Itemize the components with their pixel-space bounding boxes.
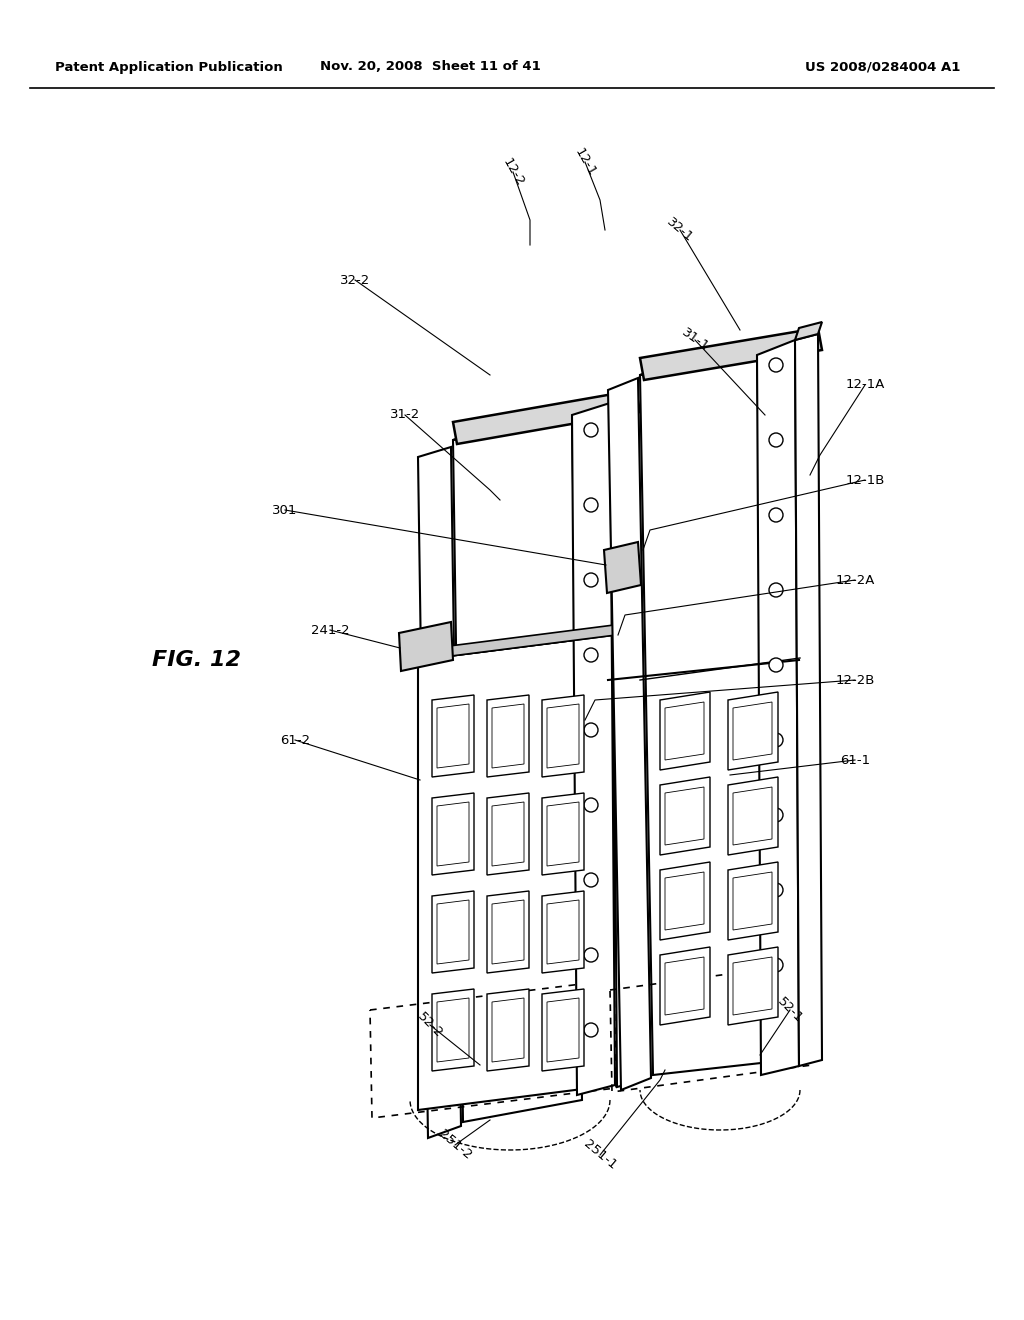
Polygon shape (432, 793, 474, 875)
Text: 301: 301 (272, 503, 298, 516)
Polygon shape (432, 891, 474, 973)
Circle shape (769, 358, 783, 372)
Polygon shape (418, 624, 616, 660)
Circle shape (769, 508, 783, 521)
Text: 251-1: 251-1 (581, 1138, 620, 1172)
Polygon shape (795, 322, 822, 341)
Polygon shape (660, 777, 710, 855)
Text: 12-2A: 12-2A (836, 573, 874, 586)
Circle shape (584, 648, 598, 663)
Text: 241-2: 241-2 (310, 623, 349, 636)
Polygon shape (453, 400, 613, 440)
Text: 52-1: 52-1 (775, 995, 805, 1026)
Polygon shape (432, 696, 474, 777)
Polygon shape (437, 900, 469, 964)
Polygon shape (728, 692, 778, 770)
Polygon shape (640, 355, 770, 1074)
Polygon shape (487, 989, 529, 1071)
Polygon shape (640, 341, 796, 375)
Text: 12-2B: 12-2B (836, 673, 874, 686)
Circle shape (584, 422, 598, 437)
Circle shape (584, 799, 598, 812)
Circle shape (769, 657, 783, 672)
Polygon shape (453, 414, 582, 1122)
Text: FIG. 12: FIG. 12 (152, 649, 241, 671)
Polygon shape (572, 403, 615, 1096)
Text: 52-2: 52-2 (415, 1010, 445, 1040)
Polygon shape (542, 793, 584, 875)
Polygon shape (437, 704, 469, 768)
Circle shape (584, 723, 598, 737)
Polygon shape (608, 378, 651, 1090)
Text: 32-2: 32-2 (340, 273, 370, 286)
Text: 12-2: 12-2 (500, 156, 526, 189)
Text: 12-1A: 12-1A (846, 379, 885, 392)
Polygon shape (665, 957, 705, 1015)
Polygon shape (492, 803, 524, 866)
Polygon shape (487, 891, 529, 973)
Circle shape (769, 733, 783, 747)
Polygon shape (660, 946, 710, 1026)
Polygon shape (733, 702, 772, 760)
Polygon shape (437, 803, 469, 866)
Text: 32-1: 32-1 (665, 215, 695, 244)
Polygon shape (492, 900, 524, 964)
Polygon shape (728, 946, 778, 1026)
Polygon shape (728, 777, 778, 855)
Polygon shape (660, 862, 710, 940)
Text: 31-1: 31-1 (679, 326, 711, 354)
Polygon shape (432, 989, 474, 1071)
Text: Nov. 20, 2008  Sheet 11 of 41: Nov. 20, 2008 Sheet 11 of 41 (319, 61, 541, 74)
Polygon shape (542, 696, 584, 777)
Text: 12-1B: 12-1B (846, 474, 885, 487)
Text: 31-2: 31-2 (390, 408, 420, 421)
Polygon shape (728, 862, 778, 940)
Polygon shape (542, 891, 584, 973)
Polygon shape (547, 900, 579, 964)
Polygon shape (665, 787, 705, 845)
Polygon shape (547, 803, 579, 866)
Polygon shape (665, 873, 705, 931)
Circle shape (584, 498, 598, 512)
Text: 12-1: 12-1 (571, 145, 598, 178)
Polygon shape (453, 389, 640, 444)
Circle shape (769, 433, 783, 447)
Polygon shape (492, 704, 524, 768)
Polygon shape (604, 543, 641, 593)
Circle shape (769, 808, 783, 822)
Polygon shape (640, 327, 822, 380)
Polygon shape (733, 957, 772, 1015)
Circle shape (769, 583, 783, 597)
Circle shape (769, 883, 783, 898)
Circle shape (584, 573, 598, 587)
Circle shape (584, 1023, 598, 1038)
Text: US 2008/0284004 A1: US 2008/0284004 A1 (805, 61, 961, 74)
Circle shape (769, 958, 783, 972)
Text: 61-1: 61-1 (840, 754, 870, 767)
Text: 61-2: 61-2 (280, 734, 310, 747)
Polygon shape (612, 395, 643, 1086)
Polygon shape (492, 998, 524, 1063)
Polygon shape (418, 447, 461, 1138)
Polygon shape (547, 704, 579, 768)
Polygon shape (547, 998, 579, 1063)
Circle shape (584, 873, 598, 887)
Polygon shape (399, 622, 453, 671)
Polygon shape (795, 334, 822, 1067)
Circle shape (584, 948, 598, 962)
Polygon shape (757, 341, 799, 1074)
Polygon shape (660, 692, 710, 770)
Text: Patent Application Publication: Patent Application Publication (55, 61, 283, 74)
Polygon shape (542, 989, 584, 1071)
Polygon shape (487, 696, 529, 777)
Polygon shape (418, 635, 614, 1110)
Text: 251-2: 251-2 (436, 1127, 474, 1163)
Polygon shape (733, 787, 772, 845)
Polygon shape (733, 873, 772, 931)
Polygon shape (487, 793, 529, 875)
Polygon shape (437, 998, 469, 1063)
Polygon shape (665, 702, 705, 760)
